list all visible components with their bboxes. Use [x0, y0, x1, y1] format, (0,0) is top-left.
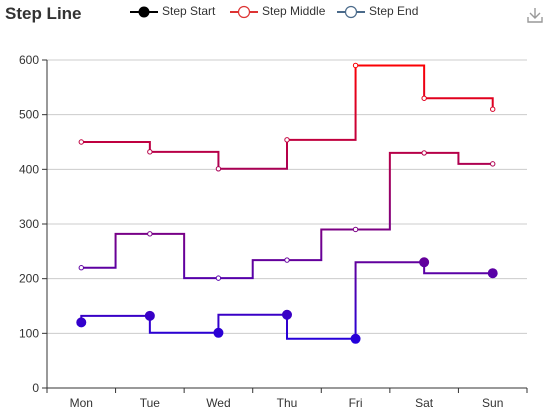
- legend-label-step-start: Step Start: [162, 4, 216, 18]
- data-point-step-start: [144, 310, 155, 321]
- legend-label-step-end: Step End: [369, 4, 419, 18]
- y-tick-label: 500: [19, 108, 39, 122]
- y-tick-label: 100: [19, 326, 39, 340]
- data-point-step-middle: [215, 275, 222, 281]
- y-tick-label: 400: [19, 162, 39, 176]
- legend-label-step-middle: Step Middle: [262, 4, 326, 18]
- data-point-step-start: [487, 268, 498, 279]
- data-point-step-start: [419, 257, 430, 268]
- data-point-step-end: [421, 95, 427, 101]
- y-tick-label: 200: [19, 272, 39, 286]
- x-tick-label-fri: Fri: [349, 396, 363, 410]
- data-point-step-end: [78, 139, 84, 145]
- series-lines: [76, 62, 498, 344]
- data-point-step-start: [350, 333, 361, 344]
- x-tick-label-tue: Tue: [140, 396, 161, 410]
- data-point-step-start: [213, 327, 224, 338]
- data-point-step-middle: [78, 265, 84, 271]
- chart-title: Step Line: [5, 4, 82, 23]
- legend-marker-step-middle: [230, 5, 258, 19]
- data-point-step-middle: [147, 231, 153, 237]
- series-line-step-start: [80, 261, 493, 340]
- x-tick-label-sat: Sat: [415, 396, 434, 410]
- x-tick-label-wed: Wed: [206, 396, 230, 410]
- legend-marker-step-end: [337, 5, 365, 19]
- data-point-step-end: [215, 166, 222, 172]
- y-tick-label: 0: [32, 381, 39, 395]
- download-icon[interactable]: [526, 6, 544, 24]
- data-point-step-end: [352, 62, 359, 69]
- x-tick-label-mon: Mon: [70, 396, 93, 410]
- grid-lines: [47, 59, 527, 334]
- axes: 0 100 200 300 400 500 600 Mon Tue Wed Thu Fri Sat Sun: [19, 53, 528, 410]
- data-point-step-middle: [284, 257, 290, 263]
- data-point-step-middle: [490, 161, 496, 167]
- x-tick-label-sun: Sun: [482, 396, 503, 410]
- y-tick-label: 600: [19, 53, 39, 67]
- legend-marker-step-start: [130, 6, 158, 18]
- data-point-step-end: [490, 106, 496, 112]
- x-tick-label-thu: Thu: [277, 396, 298, 410]
- data-point-step-end: [284, 137, 290, 143]
- data-point-step-start: [76, 317, 87, 328]
- data-point-step-middle: [421, 150, 427, 156]
- data-point-step-start: [282, 309, 292, 320]
- y-tick-label: 300: [19, 217, 39, 231]
- data-point-step-middle: [352, 226, 359, 233]
- data-point-step-end: [147, 149, 153, 155]
